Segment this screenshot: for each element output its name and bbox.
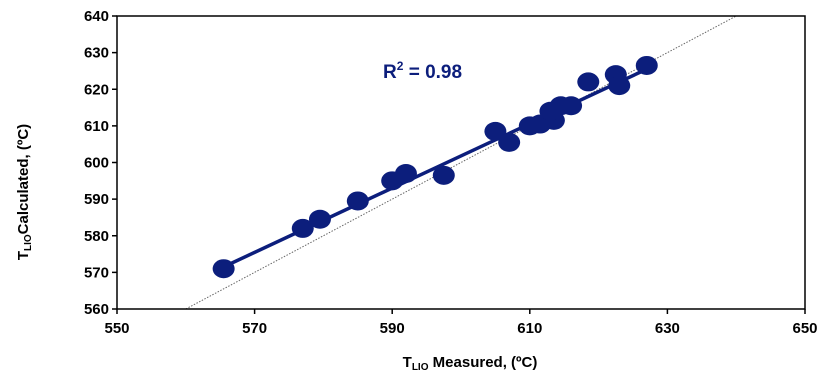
- trendline: [222, 67, 648, 269]
- x-tick-label: 610: [517, 320, 542, 337]
- y-axis-ticks: 560 570 580 590 600 610 620 630 640: [84, 8, 117, 318]
- y-tick-label: 630: [84, 45, 109, 62]
- data-point: [394, 163, 417, 183]
- trendline-layer: [222, 67, 648, 269]
- x-axis-title: TLIO Measured, (ºC): [403, 354, 538, 373]
- data-point: [577, 72, 600, 92]
- data-point: [308, 209, 331, 229]
- y-tick-label: 590: [84, 191, 109, 208]
- y-tick-label: 560: [84, 301, 109, 318]
- x-axis-title-prefix: T: [403, 354, 412, 371]
- data-point: [432, 165, 455, 185]
- y-axis-title-text: Calculated, (ºC): [15, 124, 32, 235]
- data-point: [291, 218, 314, 238]
- data-point: [212, 259, 235, 279]
- identity-reference-line: [184, 16, 738, 309]
- x-tick-label: 590: [380, 320, 405, 337]
- data-points-layer: [212, 55, 658, 279]
- data-point: [346, 191, 369, 211]
- y-axis-title: TLIOCalculated, (ºC): [15, 124, 34, 260]
- r2-superscript: 2: [397, 59, 404, 73]
- y-tick-label: 640: [84, 8, 109, 25]
- y-tick-label: 610: [84, 118, 109, 135]
- x-tick-label: 650: [792, 320, 817, 337]
- data-point: [560, 96, 583, 116]
- data-point: [498, 132, 521, 152]
- x-axis-ticks: 550 570 590 610 630 650: [104, 309, 818, 337]
- r2-base: R: [383, 62, 397, 83]
- y-axis-title-prefix: T: [15, 251, 32, 260]
- x-tick-label: 550: [104, 320, 129, 337]
- y-tick-label: 580: [84, 228, 109, 245]
- y-tick-label: 600: [84, 155, 109, 172]
- y-axis-title-subscript: LIO: [23, 234, 34, 251]
- x-tick-label: 570: [242, 320, 267, 337]
- r-squared-annotation: R2 = 0.98: [383, 59, 462, 83]
- x-tick-label: 630: [655, 320, 680, 337]
- identity-reference-layer: [184, 16, 738, 309]
- data-point: [608, 76, 631, 96]
- y-tick-label: 620: [84, 81, 109, 98]
- y-tick-label: 570: [84, 264, 109, 281]
- r2-value: = 0.98: [403, 62, 462, 83]
- data-point: [635, 55, 658, 75]
- x-axis-title-text: Measured, (ºC): [429, 354, 538, 371]
- x-axis-title-subscript: LIO: [412, 362, 429, 373]
